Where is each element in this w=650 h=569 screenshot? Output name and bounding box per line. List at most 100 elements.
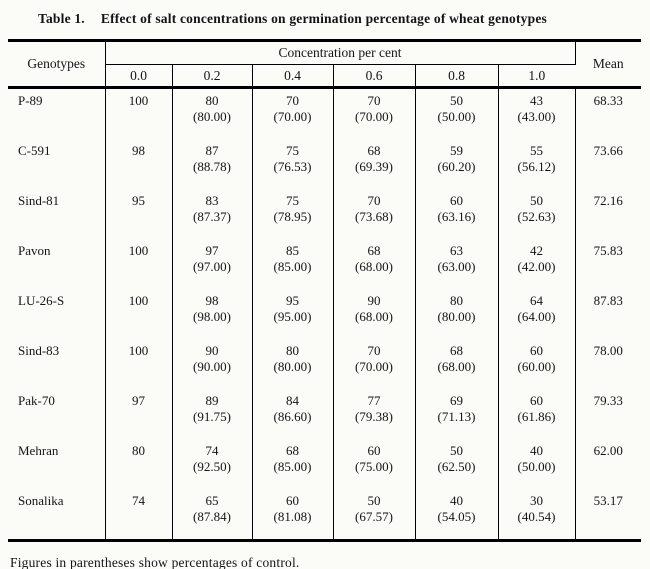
value-cell: 60 (75.00) [332,439,415,489]
value-percent: (75.00) [355,459,393,474]
value-cell: 63 (63.00) [414,239,498,289]
header-level-0.0: 0.0 [104,64,172,89]
value-cell: 98 (98.00) [171,289,252,339]
mean-cell: 75.83 [574,239,642,289]
value-cell: 68 (69.39) [332,139,415,189]
value-main: 59 [450,143,463,158]
value-cell: 68 (85.00) [251,439,333,489]
value-cell: 95 (95.00) [251,289,333,339]
value-percent: (86.60) [273,409,312,424]
value-cell: 42 (42.00) [497,239,576,289]
value-percent: (50.00) [517,459,556,474]
value-main: 40 [450,493,463,508]
value-main: 68.33 [593,93,623,108]
value-cell: 80 (80.00) [251,339,333,389]
control-cell: 100 [104,339,172,389]
control-cell: 100 [104,289,172,339]
value-cell: 30 (40.54) [497,489,576,541]
table-row: Pak-70 97 89 (91.75) 84 (86.60) 77 (79.38) … [8,389,642,439]
value-cell: 90 (90.00) [171,339,252,389]
value-percent: (80.00) [273,359,312,374]
value-percent: (64.00) [517,309,556,324]
value-percent: (50.00) [437,109,476,124]
control-cell: 95 [104,189,172,239]
mean-cell: 73.66 [574,139,642,189]
table-row: P-89 100 80 (80.00) 70 (70.00) 70 (70.00) 5… [8,87,642,139]
value-cell: 64 (64.00) [497,289,576,339]
table-row: Sind-83 100 90 (90.00) 80 (80.00) 70 (70.00… [8,339,642,389]
value-main: 95 [132,193,145,208]
value-main: 70 [367,193,381,208]
value-main: 60 [530,343,543,358]
value-cell: 68 (68.00) [332,239,415,289]
value-main: 80 [286,343,299,358]
value-percent: (63.16) [437,209,476,224]
value-percent: (97.00) [193,259,231,274]
value-main: 65 [205,493,219,508]
value-percent: (70.00) [355,109,393,124]
value-percent: (85.00) [273,459,312,474]
value-main: 63 [450,243,463,258]
value-percent: (67.57) [355,509,393,524]
value-main: 74 [205,443,219,458]
value-cell: 70 (73.68) [332,189,415,239]
value-percent: (76.53) [273,159,312,174]
value-cell: 60 (61.86) [497,389,576,439]
table-header: Genotypes Concentration per cent Mean 0.… [8,40,642,89]
value-percent: (54.05) [437,509,476,524]
table-title-label: Table 1. [38,11,85,26]
value-percent: (98.00) [193,309,231,324]
mean-cell: 62.00 [574,439,642,489]
value-percent: (56.12) [517,159,556,174]
value-main: 60 [530,393,543,408]
value-main: 43 [530,93,543,108]
value-percent: (70.00) [273,109,312,124]
genotype-cell: Sind-81 [18,193,60,208]
value-cell: 60 (63.16) [414,189,498,239]
value-main: 50 [450,93,463,108]
value-main: 72.16 [593,193,623,208]
value-cell: 74 (92.50) [171,439,252,489]
value-main: 100 [128,93,149,108]
value-cell: 84 (86.60) [251,389,333,439]
value-percent: (61.86) [517,409,556,424]
value-main: 40 [530,443,543,458]
value-cell: 89 (91.75) [171,389,252,439]
genotype-cell: P-89 [18,93,43,108]
mean-cell: 72.16 [574,189,642,239]
genotype-cell: Sonalika [18,493,64,508]
value-cell: 85 (85.00) [251,239,333,289]
header-level-0.8: 0.8 [414,64,498,89]
value-percent: (80.00) [437,309,476,324]
value-cell: 50 (62.50) [414,439,498,489]
control-cell: 100 [104,87,172,139]
value-cell: 40 (54.05) [414,489,498,541]
genotype-cell: Pavon [18,243,51,258]
value-percent: (42.00) [517,259,556,274]
value-main: 75.83 [593,243,623,258]
value-main: 64 [530,293,543,308]
value-percent: (87.37) [193,209,231,224]
value-main: 50 [530,193,543,208]
value-percent: (80.00) [193,109,231,124]
value-main: 60 [367,443,381,458]
value-main: 68 [367,243,381,258]
value-main: 62.00 [593,443,623,458]
value-main: 70 [367,93,381,108]
value-percent: (52.63) [517,209,556,224]
value-main: 98 [205,293,219,308]
value-cell: 80 (80.00) [171,87,252,139]
value-main: 80 [132,443,145,458]
table-row: Mehran 80 74 (92.50) 68 (85.00) 60 (75.00) … [8,439,642,489]
value-main: 50 [367,493,381,508]
value-main: 60 [450,193,463,208]
value-cell: 70 (70.00) [332,87,415,139]
value-main: 53.17 [593,493,623,508]
table-row: Sonalika 74 65 (87.84) 60 (81.08) 50 (67.57… [8,489,642,541]
value-main: 100 [128,243,149,258]
mean-cell: 78.00 [574,339,642,389]
value-percent: (85.00) [273,259,312,274]
genotype-cell: Mehran [18,443,59,458]
control-cell: 100 [104,239,172,289]
value-cell: 90 (68.00) [332,289,415,339]
